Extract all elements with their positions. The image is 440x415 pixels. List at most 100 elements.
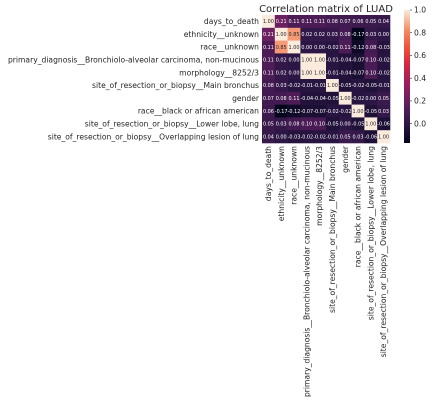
heatmap-cell-label: -0.07 <box>300 109 313 115</box>
heatmap-cell-label: -0.02 <box>377 58 390 64</box>
heatmap-cell-label: -0.06 <box>377 122 390 128</box>
heatmap-cell-label: 0.05 <box>340 134 351 140</box>
heatmap-cell <box>326 15 340 29</box>
heatmap-cell-label: 0.02 <box>276 58 287 64</box>
heatmap-cell <box>351 27 365 41</box>
heatmap-cell-label: 0.03 <box>276 83 287 89</box>
heatmap-cell <box>274 53 288 67</box>
heatmap-cell <box>364 104 378 118</box>
heatmap-cell-label: 0.07 <box>263 96 274 102</box>
heatmap-cell-label: 1.00 <box>301 70 312 76</box>
heatmap-cell <box>377 79 391 93</box>
heatmap-cell <box>338 130 352 144</box>
heatmap-cell <box>313 117 327 131</box>
heatmap-cell <box>300 27 314 41</box>
heatmap-cell-label: 0.10 <box>314 122 325 128</box>
heatmap-cell-label: -0.17 <box>352 32 365 38</box>
heatmap-cell-label: -0.05 <box>326 122 339 128</box>
heatmap-cell <box>377 27 391 41</box>
heatmap-cell <box>313 15 327 29</box>
heatmap-cell-label: -0.12 <box>352 45 365 51</box>
heatmap-cell <box>377 53 391 67</box>
heatmap-cell-label: -0.02 <box>377 70 390 76</box>
heatmap-cell-label: 0.03 <box>378 109 389 115</box>
heatmap-cell <box>313 91 327 105</box>
heatmap-cell <box>326 53 340 67</box>
heatmap-cell-label: 0.21 <box>276 19 287 25</box>
heatmap-cell <box>274 27 288 41</box>
heatmap-cell-label: -0.01 <box>300 83 313 89</box>
colorbar-tick-label: 0.8 <box>414 28 426 37</box>
x-tick-label: race__black or african american <box>354 146 363 267</box>
heatmap-cell-label: -0.05 <box>326 96 339 102</box>
heatmap-cell <box>326 66 340 80</box>
x-tick-label: site_of_resection_or_biopsy__Main bronch… <box>328 146 337 313</box>
heatmap-cell <box>351 66 365 80</box>
heatmap-cell-label: -0.01 <box>326 134 339 140</box>
heatmap-cell <box>300 66 314 80</box>
heatmap-cell <box>287 104 301 118</box>
heatmap-cell <box>364 130 378 144</box>
heatmap-cell <box>287 117 301 131</box>
x-tick-label: race__unknown <box>290 146 299 205</box>
heatmap-cell <box>326 40 340 54</box>
heatmap-cell-label: -0.04 <box>339 58 352 64</box>
heatmap-cell <box>274 91 288 105</box>
heatmap-cell <box>364 15 378 29</box>
heatmap-cell-label: 0.06 <box>263 109 274 115</box>
heatmap-cell-label: 0.02 <box>314 32 325 38</box>
heatmap-cell <box>274 104 288 118</box>
heatmap-cell-label: 0.03 <box>365 32 376 38</box>
heatmap-cell <box>313 79 327 93</box>
y-tick-label: morphology__8252/3 <box>179 68 259 77</box>
heatmap-cell-label: -0.02 <box>326 45 339 51</box>
colorbar <box>404 10 410 143</box>
heatmap-cell-label: 0.03 <box>327 32 338 38</box>
heatmap-cell <box>287 27 301 41</box>
heatmap-cell <box>287 15 301 29</box>
heatmap-cell <box>364 91 378 105</box>
heatmap-cell-label: -0.05 <box>352 122 365 128</box>
heatmap-cell <box>313 66 327 80</box>
heatmap-cell-label: 0.03 <box>276 122 287 128</box>
heatmap-cell-label: -0.02 <box>300 134 313 140</box>
x-tick-label: primary_diagnosis__Bronchiolo-alveolar c… <box>302 146 311 397</box>
heatmap-cell-label: -0.01 <box>326 58 339 64</box>
heatmap-cell-label: 1.00 <box>365 122 376 128</box>
heatmap-cell-label: 0.11 <box>289 19 300 25</box>
x-tick-label: ethnicity__unknown <box>277 146 286 221</box>
heatmap-cell-label: -0.02 <box>288 83 301 89</box>
colorbar-tick-label: 0.2 <box>414 97 426 106</box>
heatmap-cell-label: 0.11 <box>314 19 325 25</box>
y-tick-label: site_of_resection_or_biopsy__Main bronch… <box>92 81 259 90</box>
heatmap-cell <box>262 66 276 80</box>
heatmap-cell <box>313 27 327 41</box>
y-tick-label: race__black or african american <box>138 107 259 116</box>
heatmap-cell <box>287 53 301 67</box>
heatmap-cell <box>364 27 378 41</box>
heatmap-cell <box>351 53 365 67</box>
heatmap-cell <box>377 104 391 118</box>
y-tick-label: site_of_resection_or_biopsy__Overlapping… <box>48 132 259 141</box>
heatmap-cell-label: 0.00 <box>340 122 351 128</box>
heatmap-cell <box>262 15 276 29</box>
heatmap-cell <box>287 66 301 80</box>
heatmap-cell-label: 0.02 <box>301 32 312 38</box>
heatmap-cell-label: 1.00 <box>289 45 300 51</box>
heatmap-cell <box>274 130 288 144</box>
heatmap-cell-label: -0.01 <box>313 83 326 89</box>
heatmap-cell-label: 0.00 <box>276 134 287 140</box>
heatmap-cell <box>313 130 327 144</box>
heatmap-cell-label: 0.00 <box>289 70 300 76</box>
heatmap-cell <box>300 104 314 118</box>
heatmap-cell <box>338 40 352 54</box>
heatmap-cell <box>377 130 391 144</box>
heatmap-cell-label: 0.07 <box>340 19 351 25</box>
y-tick-label: race__unknown <box>200 43 259 52</box>
heatmap-cell-label: 0.08 <box>263 83 274 89</box>
heatmap-cell-label: 0.06 <box>353 19 364 25</box>
heatmap-cell-label: 0.03 <box>353 134 364 140</box>
heatmap-cell-label: 0.08 <box>276 96 287 102</box>
heatmap-cell-label: 0.08 <box>340 32 351 38</box>
